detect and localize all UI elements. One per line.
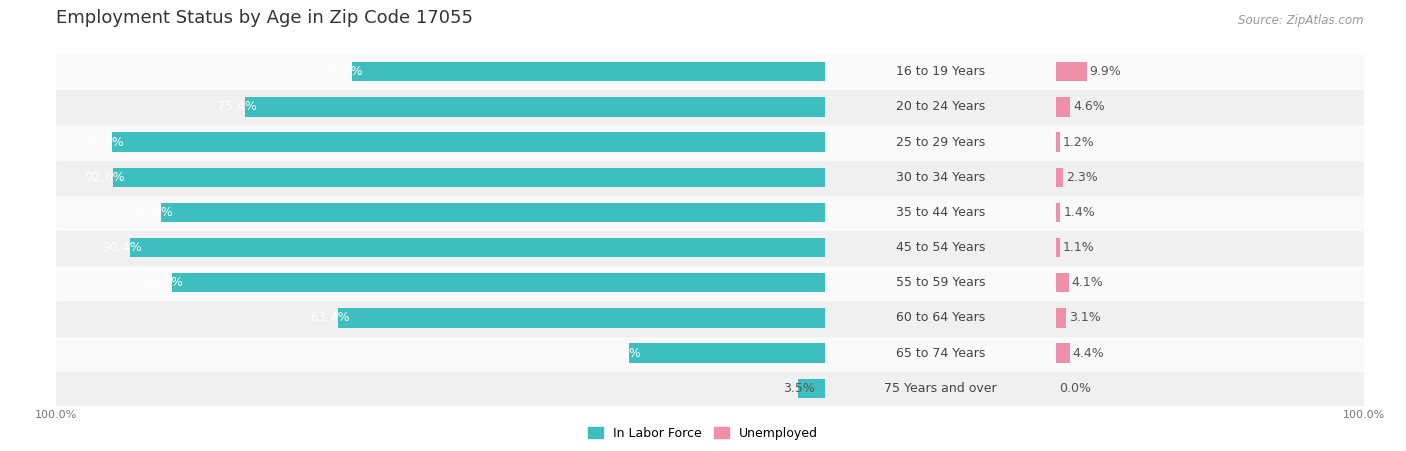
Bar xyxy=(1056,160,1364,195)
Bar xyxy=(112,133,825,152)
Text: 55 to 59 Years: 55 to 59 Years xyxy=(896,276,986,289)
Bar xyxy=(160,203,825,222)
Bar xyxy=(1056,54,1364,89)
Bar xyxy=(1056,336,1364,371)
Bar xyxy=(1056,238,1060,257)
Bar xyxy=(825,160,1056,195)
Text: 4.1%: 4.1% xyxy=(1071,276,1104,289)
Bar xyxy=(825,230,1056,265)
Bar xyxy=(1056,308,1066,327)
Bar xyxy=(825,54,1056,89)
Text: 3.1%: 3.1% xyxy=(1069,312,1101,324)
Bar xyxy=(1056,195,1364,230)
Bar xyxy=(352,62,825,81)
Text: 9.9%: 9.9% xyxy=(1090,65,1122,78)
Bar xyxy=(1056,62,1087,81)
Bar xyxy=(56,124,825,160)
Bar xyxy=(1056,203,1060,222)
Bar xyxy=(825,336,1056,371)
Bar xyxy=(56,230,825,265)
Bar xyxy=(246,97,825,116)
Text: 86.4%: 86.4% xyxy=(132,206,173,219)
Text: 85.0%: 85.0% xyxy=(143,276,183,289)
Text: 45 to 54 Years: 45 to 54 Years xyxy=(896,241,986,254)
Text: 4.6%: 4.6% xyxy=(1073,101,1105,113)
Legend: In Labor Force, Unemployed: In Labor Force, Unemployed xyxy=(583,422,823,445)
Text: 3.5%: 3.5% xyxy=(783,382,815,395)
Bar xyxy=(825,89,1056,124)
Text: 63.4%: 63.4% xyxy=(309,312,349,324)
Bar xyxy=(172,273,825,292)
Text: Source: ZipAtlas.com: Source: ZipAtlas.com xyxy=(1239,14,1364,27)
Text: 16 to 19 Years: 16 to 19 Years xyxy=(896,65,986,78)
Bar xyxy=(56,160,825,195)
Bar xyxy=(1056,300,1364,336)
Bar xyxy=(56,54,825,89)
Bar xyxy=(1056,97,1070,116)
Bar xyxy=(1056,168,1063,187)
Bar xyxy=(825,124,1056,160)
Bar xyxy=(799,379,825,398)
Bar xyxy=(56,89,825,124)
Text: 1.4%: 1.4% xyxy=(1063,206,1095,219)
Bar xyxy=(1056,124,1364,160)
Text: 90.4%: 90.4% xyxy=(101,241,142,254)
Text: 25 to 29 Years: 25 to 29 Years xyxy=(896,136,986,148)
Text: 1.1%: 1.1% xyxy=(1063,241,1094,254)
Text: 65 to 74 Years: 65 to 74 Years xyxy=(896,347,986,359)
Bar xyxy=(1056,265,1364,300)
Bar xyxy=(1056,89,1364,124)
Text: 30 to 34 Years: 30 to 34 Years xyxy=(896,171,986,184)
Text: 35 to 44 Years: 35 to 44 Years xyxy=(896,206,986,219)
Text: 0.0%: 0.0% xyxy=(1059,382,1091,395)
Text: 61.6%: 61.6% xyxy=(323,65,363,78)
Bar xyxy=(1056,273,1069,292)
Bar xyxy=(56,336,825,371)
Text: 1.2%: 1.2% xyxy=(1063,136,1095,148)
Text: 20 to 24 Years: 20 to 24 Years xyxy=(896,101,986,113)
Text: 75 Years and over: 75 Years and over xyxy=(884,382,997,395)
Text: 25.5%: 25.5% xyxy=(600,347,641,359)
Bar xyxy=(112,168,825,187)
Text: 60 to 64 Years: 60 to 64 Years xyxy=(896,312,986,324)
Text: 4.4%: 4.4% xyxy=(1073,347,1105,359)
Bar xyxy=(825,265,1056,300)
Bar xyxy=(1056,371,1364,406)
Bar xyxy=(56,371,825,406)
Text: Employment Status by Age in Zip Code 17055: Employment Status by Age in Zip Code 170… xyxy=(56,9,474,27)
Bar xyxy=(131,238,825,257)
Text: 92.6%: 92.6% xyxy=(86,171,125,184)
Bar xyxy=(337,308,825,327)
Bar xyxy=(1056,230,1364,265)
Bar xyxy=(825,300,1056,336)
Text: 92.7%: 92.7% xyxy=(84,136,124,148)
Bar xyxy=(56,265,825,300)
Bar xyxy=(1056,344,1070,363)
Bar xyxy=(825,195,1056,230)
Text: 75.4%: 75.4% xyxy=(217,101,257,113)
Bar xyxy=(56,195,825,230)
Bar xyxy=(825,371,1056,406)
Text: 2.3%: 2.3% xyxy=(1066,171,1098,184)
Bar xyxy=(56,300,825,336)
Bar xyxy=(1056,133,1060,152)
Bar xyxy=(630,344,825,363)
